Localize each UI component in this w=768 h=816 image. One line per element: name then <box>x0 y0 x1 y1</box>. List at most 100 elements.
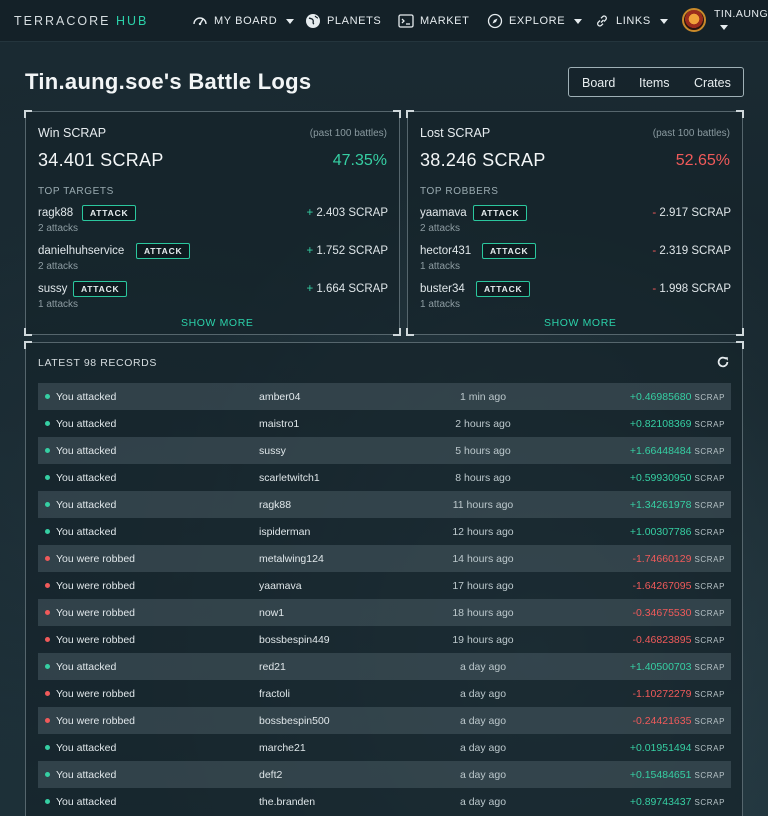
record-action: You attacked <box>56 661 117 673</box>
corner-bracket <box>24 341 32 349</box>
record-opponent[interactable]: the.branden <box>259 796 316 808</box>
win-percent: 47.35% <box>332 152 387 169</box>
table-row[interactable]: You attacked marche21 a day ago +0.01951494… <box>38 734 731 761</box>
tab-board[interactable]: Board <box>582 76 616 90</box>
record-time: a day ago <box>459 769 507 781</box>
target-amount: + 2.403 SCRAP <box>306 207 388 219</box>
record-amount: -1.64267095 <box>632 580 692 592</box>
record-opponent[interactable]: sussy <box>259 445 286 457</box>
attack-button[interactable]: ATTACK <box>482 243 537 259</box>
table-row[interactable]: You were robbed now1 18 hours ago -0.346755… <box>38 599 731 626</box>
record-opponent[interactable]: amber04 <box>259 391 301 403</box>
record-action: You were robbed <box>56 688 136 700</box>
corner-bracket <box>736 341 744 349</box>
show-more-targets-button[interactable]: SHOW MORE <box>181 317 254 329</box>
amount-value: 2.917 SCRAP <box>659 207 731 219</box>
link-icon <box>597 15 607 27</box>
attack-button[interactable]: ATTACK <box>73 281 128 297</box>
table-row[interactable]: You were robbed yaamava 17 hours ago -1.642… <box>38 572 731 599</box>
record-value: +1.66448484 SCRAP <box>630 445 725 457</box>
table-row[interactable]: You attacked ispiderman 12 hours ago +1.003… <box>38 518 731 545</box>
chevron-down-icon[interactable] <box>720 25 728 30</box>
target-amount: + 1.752 SCRAP <box>306 245 388 257</box>
record-unit: SCRAP <box>694 744 725 753</box>
amount-sign: + <box>306 245 314 257</box>
nav-my-board[interactable]: MY BOARD <box>192 11 295 31</box>
status-dot <box>45 529 50 534</box>
record-opponent[interactable]: scarletwitch1 <box>259 472 320 484</box>
table-row[interactable]: You attacked sussy 5 hours ago +1.66448484 S… <box>38 437 731 464</box>
record-action: You attacked <box>56 472 117 484</box>
record-value: +0.89743437 SCRAP <box>630 796 725 808</box>
corner-bracket <box>393 328 401 336</box>
table-row[interactable]: You attacked ragk88 11 hours ago +1.3426197… <box>38 491 731 518</box>
attack-count: 1 attacks <box>420 261 461 272</box>
table-row[interactable]: You were robbed fractoli a day ago -1.10272… <box>38 680 731 707</box>
tab-crates[interactable]: Crates <box>694 76 731 90</box>
attack-button[interactable]: ATTACK <box>136 243 191 259</box>
table-row[interactable]: You were robbed bossbespin500 a day ago -0.… <box>38 707 731 734</box>
record-opponent[interactable]: bossbespin449 <box>259 634 330 646</box>
record-opponent[interactable]: marche21 <box>259 742 306 754</box>
record-opponent[interactable]: bossbespin500 <box>259 715 330 727</box>
attack-button[interactable]: ATTACK <box>473 205 528 221</box>
robber-amount: - 1.998 SCRAP <box>652 283 731 295</box>
chevron-down-icon <box>286 18 295 24</box>
nav-links[interactable]: LINKS <box>594 11 668 31</box>
record-unit: SCRAP <box>694 717 725 726</box>
top-targets-heading: TOP TARGETS <box>38 186 114 197</box>
table-row[interactable]: You attacked scarletwitch1 8 hours ago +0.5… <box>38 464 731 491</box>
record-opponent[interactable]: red21 <box>259 661 286 673</box>
record-unit: SCRAP <box>694 798 725 807</box>
record-opponent[interactable]: deft2 <box>259 769 283 781</box>
table-row[interactable]: You attacked the.branden a day ago +0.89743… <box>38 788 731 815</box>
attack-button[interactable]: ATTACK <box>82 205 137 221</box>
amount-sign: + <box>306 283 314 295</box>
target-name[interactable]: ragk88 <box>38 207 74 219</box>
table-row[interactable]: You were robbed bossbespin449 19 hours ago… <box>38 626 731 653</box>
record-opponent[interactable]: ragk88 <box>259 499 292 511</box>
table-row[interactable]: You were robbed metalwing124 14 hours ago -… <box>38 545 731 572</box>
nav-explore[interactable]: EXPLORE <box>487 11 583 31</box>
record-opponent[interactable]: maistro1 <box>259 418 300 430</box>
record-unit: SCRAP <box>694 690 725 699</box>
record-opponent[interactable]: yaamava <box>259 580 302 592</box>
robber-amount: - 2.319 SCRAP <box>652 245 731 257</box>
show-more-robbers-button[interactable]: SHOW MORE <box>544 317 617 329</box>
nav-market[interactable]: MARKET <box>398 11 469 31</box>
win-amount: 34.401 SCRAP <box>38 150 164 170</box>
nav-planets[interactable]: PLANETS <box>305 11 381 31</box>
record-time: a day ago <box>459 715 507 727</box>
record-action: You attacked <box>56 499 117 511</box>
status-dot <box>45 637 50 642</box>
brand-logo[interactable]: TERRACORE HUB <box>14 14 148 28</box>
table-row[interactable]: You attacked deft2 a day ago +0.15484651 SCR… <box>38 761 731 788</box>
record-opponent[interactable]: fractoli <box>259 688 290 700</box>
record-opponent[interactable]: now1 <box>259 607 285 619</box>
table-row[interactable]: You attacked maistro1 2 hours ago +0.821083… <box>38 410 731 437</box>
table-row[interactable]: You attacked red21 a day ago +1.40500703 SCR… <box>38 653 731 680</box>
record-value: +0.82108369 SCRAP <box>630 418 725 430</box>
target-name[interactable]: danielhuhservice <box>38 245 125 257</box>
status-dot <box>45 691 50 696</box>
robber-amount: - 2.917 SCRAP <box>652 207 731 219</box>
robber-name[interactable]: hector431 <box>420 245 472 257</box>
target-name[interactable]: sussy <box>38 283 68 295</box>
nav-links-label: LINKS <box>616 15 651 27</box>
user-name[interactable]: TIN.AUNG.S <box>714 8 768 20</box>
tab-items[interactable]: Items <box>639 76 670 90</box>
list-item: ragk88 ATTACK 2 attacks + 2.403 SCRAP <box>38 205 388 237</box>
refresh-icon[interactable] <box>716 355 730 369</box>
record-opponent[interactable]: ispiderman <box>259 526 311 538</box>
record-unit: SCRAP <box>694 501 725 510</box>
avatar[interactable] <box>682 8 706 32</box>
record-opponent[interactable]: metalwing124 <box>259 553 324 565</box>
lost-note: (past 100 battles) <box>652 128 730 139</box>
robber-name[interactable]: buster34 <box>420 283 465 295</box>
robber-name[interactable]: yaamava <box>420 207 467 219</box>
table-row[interactable]: You attacked amber04 1 min ago +0.46985680 S… <box>38 383 731 410</box>
record-amount: +1.00307786 <box>629 526 692 538</box>
attack-button[interactable]: ATTACK <box>476 281 531 297</box>
record-value: -0.34675530 SCRAP <box>632 607 725 619</box>
record-action: You were robbed <box>56 715 136 727</box>
